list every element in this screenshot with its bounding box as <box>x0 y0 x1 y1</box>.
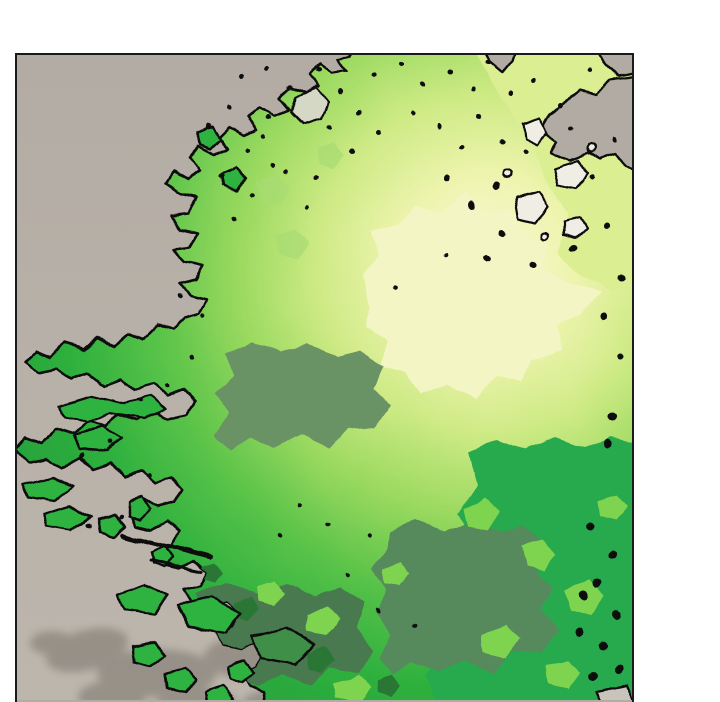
island <box>177 597 243 635</box>
lake <box>521 115 551 145</box>
inlet-line <box>117 530 215 560</box>
offshore-islet <box>289 87 329 125</box>
zone-sage-central <box>213 343 391 449</box>
no-data-corner <box>599 55 632 79</box>
zone-patch <box>255 581 283 605</box>
zone-patch <box>461 499 499 529</box>
lake <box>499 169 511 181</box>
speck-set-small <box>206 62 616 180</box>
zone-cream-core <box>361 195 602 397</box>
lake <box>583 143 595 155</box>
lake <box>563 215 587 239</box>
land-group <box>17 55 632 700</box>
lakes <box>499 115 595 239</box>
island <box>113 583 171 617</box>
islands <box>21 125 257 700</box>
shadow-blob <box>78 681 146 700</box>
island <box>221 167 247 193</box>
speck-set-fine <box>76 132 450 630</box>
island <box>227 659 257 685</box>
speck-set-large-east <box>574 416 624 700</box>
island <box>21 473 75 501</box>
zone-patch <box>335 673 371 700</box>
zone-patch <box>273 231 309 261</box>
zone-patch <box>545 659 581 689</box>
no-data-region <box>484 55 632 168</box>
zone-patch <box>317 141 345 167</box>
island <box>201 685 235 700</box>
zone-patch <box>483 623 521 655</box>
zone-patch <box>599 493 629 519</box>
island <box>163 665 197 693</box>
zone-light-green-patches <box>255 493 629 700</box>
zone-patch <box>385 565 413 589</box>
no-data-wedge <box>484 55 517 77</box>
zone-patch <box>523 539 559 569</box>
speck-set-medium <box>443 173 625 361</box>
island <box>131 639 165 667</box>
shadow-blob <box>30 631 74 655</box>
zone-sage-south <box>373 519 557 673</box>
zone-patch <box>205 563 225 583</box>
inlet-line <box>148 558 207 574</box>
map-figure <box>15 53 634 702</box>
zone-donegal-light-patches <box>253 141 345 261</box>
lake <box>542 228 552 238</box>
zone-patch <box>253 177 289 207</box>
zone-patch <box>309 645 335 669</box>
map-canvas <box>17 55 632 700</box>
corner-lake <box>595 685 632 700</box>
island <box>95 511 125 537</box>
island <box>41 503 93 533</box>
inlet-lines <box>117 530 215 574</box>
zone-patch <box>377 673 403 697</box>
lake <box>553 157 591 189</box>
island <box>125 495 151 521</box>
lake <box>515 189 551 221</box>
island-dark <box>251 625 317 665</box>
no-data-main <box>541 76 632 168</box>
zone-patch <box>305 609 337 635</box>
small-lake-specks <box>76 62 625 700</box>
